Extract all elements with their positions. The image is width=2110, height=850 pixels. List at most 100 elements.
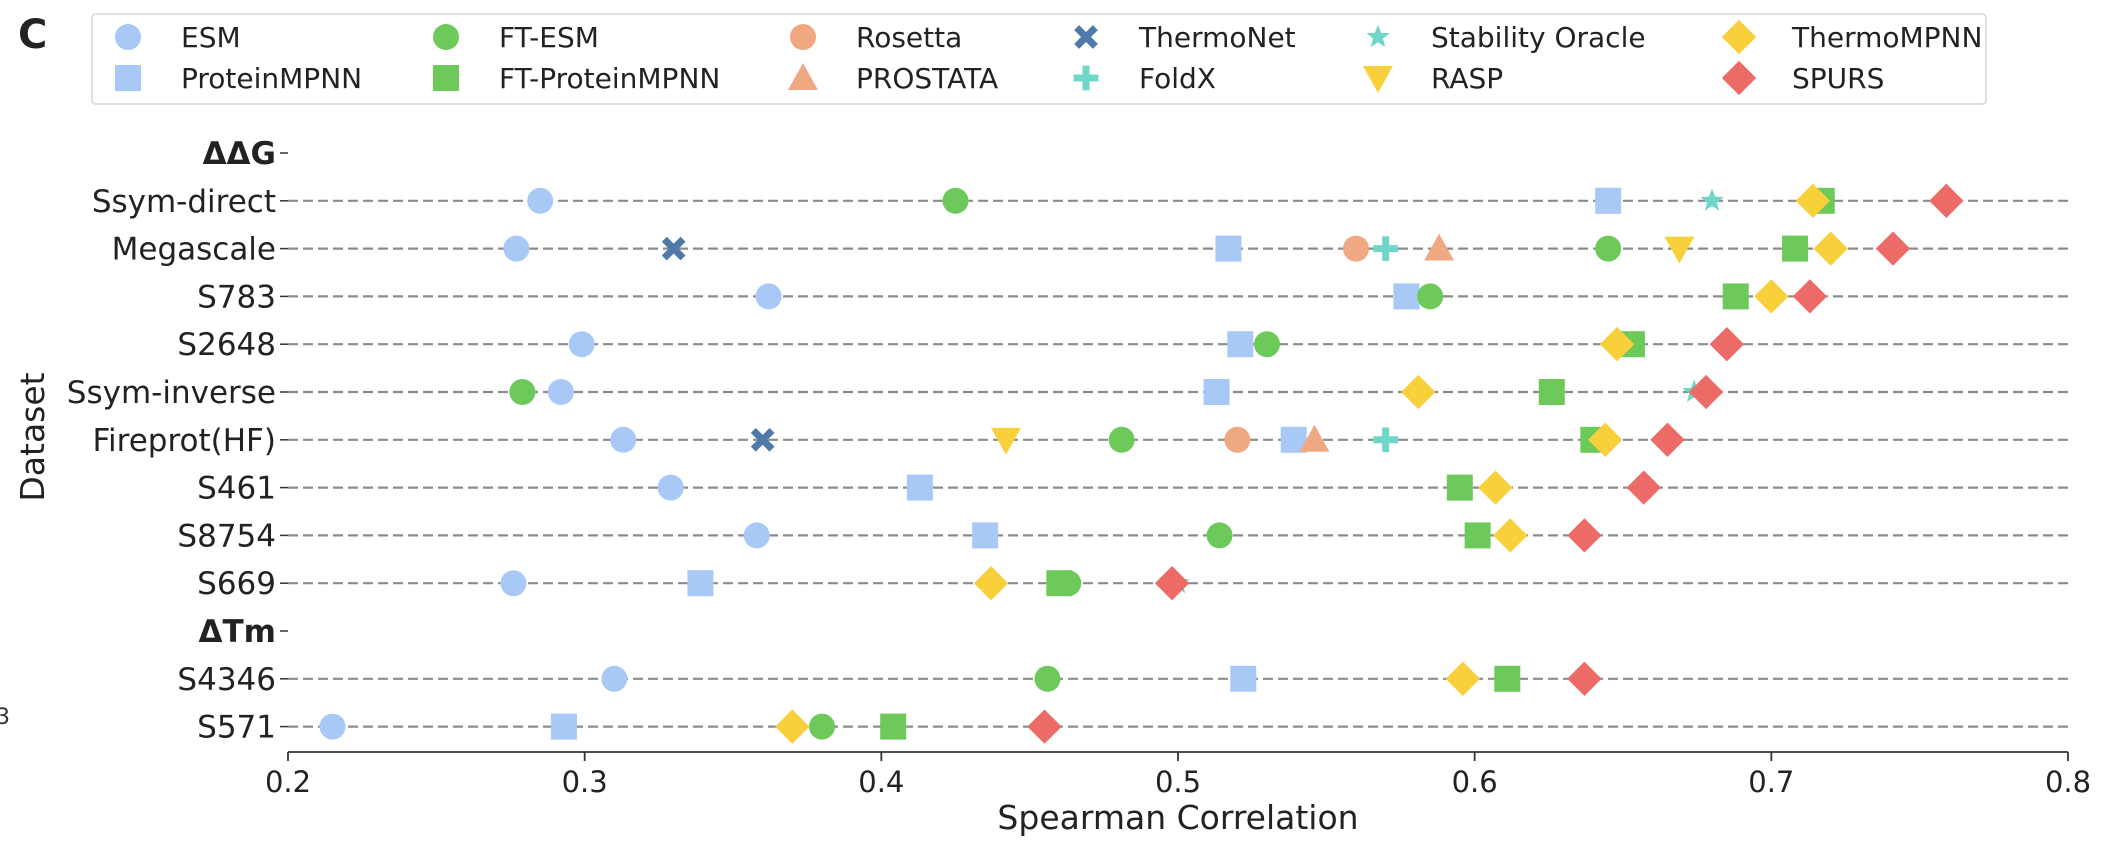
point-proteinmpnn-megascale	[1215, 235, 1242, 262]
legend-frame	[91, 13, 1987, 105]
point-thermompnn-fireprot-hf	[1588, 422, 1623, 457]
x-tick-label-0.4: 0.4	[858, 765, 904, 799]
point-proteinmpnn-s461	[906, 474, 933, 501]
point-ft-esm-s571	[809, 713, 835, 740]
y-tick-label-ssym-inverse: Ssym-inverse	[67, 375, 276, 411]
point-esm-megascale	[503, 235, 530, 262]
y-tick-label-megascale: Megascale	[112, 232, 276, 268]
point-proteinmpnn-s2648	[1227, 331, 1254, 358]
point-ft-proteinmpnn-megascale	[1782, 235, 1809, 262]
y-tick-label-s461: S461	[197, 471, 276, 507]
point-ft-esm-s8754	[1206, 522, 1233, 549]
point-ft-proteinmpnn-s4346	[1494, 665, 1521, 692]
point-ft-esm-fireprot-hf	[1108, 426, 1135, 453]
point-prostata-fireprot-hf	[1299, 424, 1330, 452]
point-esm-s2648	[568, 331, 595, 358]
legend-marker-thermompnn	[1721, 19, 1757, 55]
point-spurs-s2648	[1709, 327, 1744, 362]
legend-marker-stability-oracle	[1366, 24, 1390, 47]
point-esm-fireprot-hf	[610, 426, 637, 453]
y-tick-label-s8754: S8754	[177, 518, 276, 554]
legend-label-spurs: SPURS	[1792, 62, 1884, 95]
x-tick-label-0.8: 0.8	[2045, 765, 2091, 799]
point-spurs-s4346	[1567, 661, 1602, 696]
y-tick-label-ssym-direct: Ssym-direct	[92, 184, 276, 220]
legend-label-proteinmpnn: ProteinMPNN	[181, 62, 362, 95]
point-esm-ssym-direct	[527, 187, 554, 214]
legend-marker-ft-proteinmpnn	[433, 65, 459, 91]
point-thermonet-fireprot-hf	[750, 427, 775, 452]
x-tick-label-0.5: 0.5	[1155, 765, 1201, 799]
x-tick-label-0.3: 0.3	[562, 765, 608, 799]
point-ft-esm-ssym-inverse	[509, 379, 536, 405]
point-ft-proteinmpnn-ssym-inverse	[1538, 379, 1565, 405]
point-thermompnn-s783	[1754, 279, 1789, 314]
legend-label-rasp: RASP	[1431, 62, 1503, 95]
y-tick-label-s571: S571	[197, 710, 276, 746]
point-spurs-fireprot-hf	[1650, 422, 1685, 457]
point-thermompnn-s669	[973, 566, 1009, 601]
legend-label-thermonet: ThermoNet	[1138, 21, 1296, 54]
grid-lines	[288, 199, 2068, 728]
legend-label-ft-proteinmpnn: FT-ProteinMPNN	[499, 62, 720, 95]
point-ft-esm-megascale	[1595, 235, 1622, 262]
point-foldx-fireprot-hf	[1373, 427, 1399, 453]
legend-label-thermompnn: ThermoMPNN	[1791, 21, 1982, 54]
y-tick-label-s4346: S4346	[177, 662, 276, 698]
point-ft-proteinmpnn-s571	[880, 713, 907, 740]
point-esm-s8754	[743, 522, 770, 549]
point-esm-s4346	[601, 665, 628, 692]
legend-marker-rasp	[1363, 66, 1393, 93]
point-thermonet-megascale	[661, 236, 686, 261]
point-esm-s669	[500, 570, 527, 597]
point-proteinmpnn-s8754	[972, 522, 999, 549]
legend-marker-proteinmpnn	[115, 65, 141, 91]
x-tick-label-0.6: 0.6	[1452, 765, 1498, 799]
point-rasp-megascale	[1664, 236, 1695, 264]
y-tick-label-s2648: S2648	[177, 327, 276, 363]
x-tick-label-0.7: 0.7	[1748, 765, 1794, 799]
point-spurs-s571	[1027, 709, 1062, 744]
point-thermompnn-ssym-direct	[1795, 183, 1831, 218]
point-ft-proteinmpnn-s461	[1446, 474, 1473, 501]
axes: ΔΔG Ssym-direct Megascale S783 S2648 Ssym-inv…	[67, 136, 2091, 799]
point-spurs-s8754	[1567, 518, 1602, 553]
legend-marker-ft-esm	[433, 24, 459, 50]
point-rosetta-fireprot-hf	[1224, 426, 1251, 453]
point-spurs-ssym-inverse	[1688, 374, 1724, 410]
point-ft-esm-s4346	[1034, 665, 1061, 692]
legend-label-rosetta: Rosetta	[856, 21, 962, 54]
data-marks	[319, 183, 1964, 744]
point-esm-s461	[657, 474, 684, 501]
point-spurs-s669	[1154, 566, 1190, 601]
point-rosetta-megascale	[1343, 235, 1369, 262]
legend-label-ft-esm: FT-ESM	[499, 21, 599, 54]
legend: ESM ProteinMPNN FT-ESM FT-ProteinMPNN Rosett…	[91, 13, 1987, 105]
point-stability-oracle-ssym-direct	[1700, 188, 1724, 211]
point-rasp-fireprot-hf	[990, 427, 1021, 455]
point-ft-esm-s783	[1417, 283, 1444, 310]
point-ft-proteinmpnn-s669	[1046, 570, 1073, 597]
point-esm-s571	[319, 713, 346, 740]
point-proteinmpnn-s669	[687, 570, 714, 597]
point-spurs-ssym-direct	[1929, 183, 1964, 218]
x-tick-label-0.2: 0.2	[265, 765, 311, 799]
point-thermompnn-ssym-inverse	[1401, 374, 1436, 410]
legend-label-esm: ESM	[181, 21, 241, 54]
point-proteinmpnn-s783	[1393, 283, 1420, 310]
point-proteinmpnn-s4346	[1230, 665, 1257, 692]
y-tick-label-s783: S783	[197, 279, 276, 315]
legend-marker-thermonet	[1074, 25, 1098, 49]
y-group-header-tm: ΔTm	[199, 614, 276, 650]
point-thermompnn-s4346	[1445, 661, 1480, 696]
legend-label-stability-oracle: Stability Oracle	[1431, 21, 1646, 54]
y-group-header-g: ΔΔG	[203, 136, 276, 172]
point-spurs-megascale	[1875, 231, 1911, 266]
point-ft-esm-s2648	[1254, 331, 1280, 358]
legend-marker-foldx	[1073, 65, 1099, 91]
y-axis-label: Dataset	[13, 372, 52, 501]
point-proteinmpnn-ssym-direct	[1595, 187, 1622, 214]
point-proteinmpnn-ssym-inverse	[1203, 379, 1230, 405]
x-axis-label: Spearman Correlation	[997, 798, 1358, 837]
